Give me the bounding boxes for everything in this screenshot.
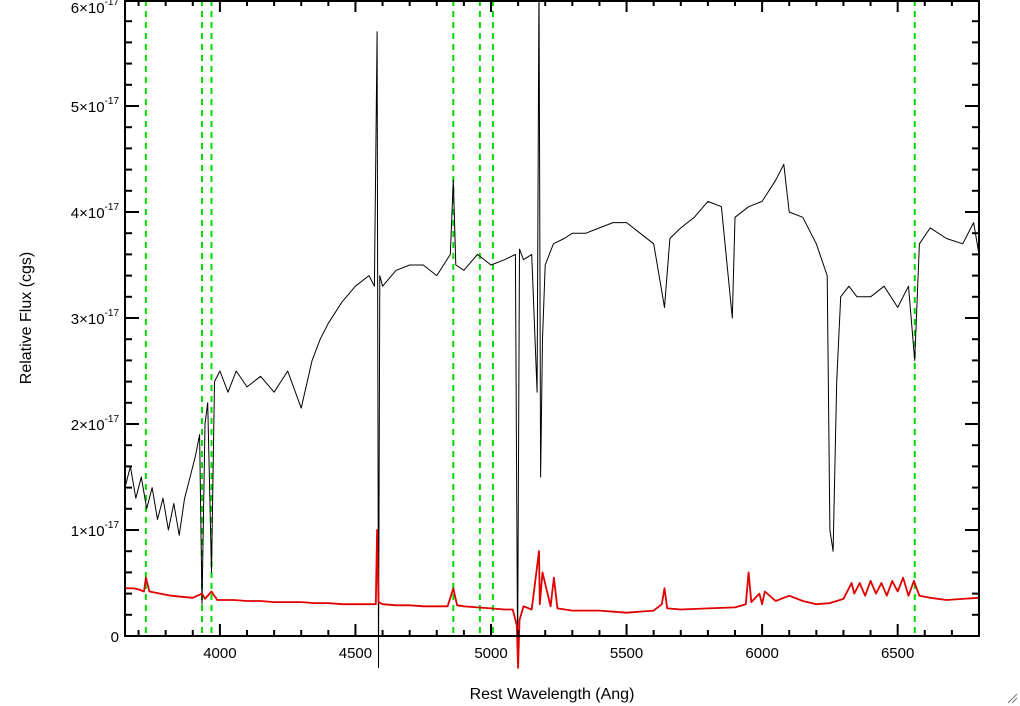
x-tick-label: 5500 [610, 645, 643, 662]
x-tick-label: 5000 [474, 645, 507, 662]
y-tick-label: 4×10-17 [71, 202, 120, 222]
y-axis-label: Relative Flux (cgs) [18, 252, 35, 384]
y-tick-label: 6×10-17 [71, 0, 120, 17]
spectrum-series [124, 0, 980, 669]
emission-line-markers [144, 0, 916, 636]
y-tick-label: 2×10-17 [71, 414, 120, 434]
y-tick-label: 0 [111, 629, 119, 646]
x-tick-label: 4500 [339, 645, 372, 662]
plot-frame [124, 0, 980, 637]
y-tick-label: 1×10-17 [71, 520, 120, 540]
x-axis-ticks: 4000 4500 5000 5500 6000 6500 [137, 0, 980, 662]
resize-grip-icon[interactable] [1006, 692, 1018, 704]
y-tick-label: 5×10-17 [71, 96, 120, 116]
x-tick-label: 6000 [745, 645, 778, 662]
spectrum-line-red [125, 529, 980, 669]
y-axis-ticks: 0 1×10-17 2×10-17 3×10-17 4×10-17 5×10-17 6×10… [71, 0, 979, 646]
x-axis-label: Rest Wavelength (Ang) [470, 686, 635, 703]
x-tick-label: 4000 [203, 645, 236, 662]
y-tick-label: 3×10-17 [71, 308, 120, 328]
spectrum-line-black [124, 0, 980, 669]
x-tick-label: 6500 [881, 645, 914, 662]
